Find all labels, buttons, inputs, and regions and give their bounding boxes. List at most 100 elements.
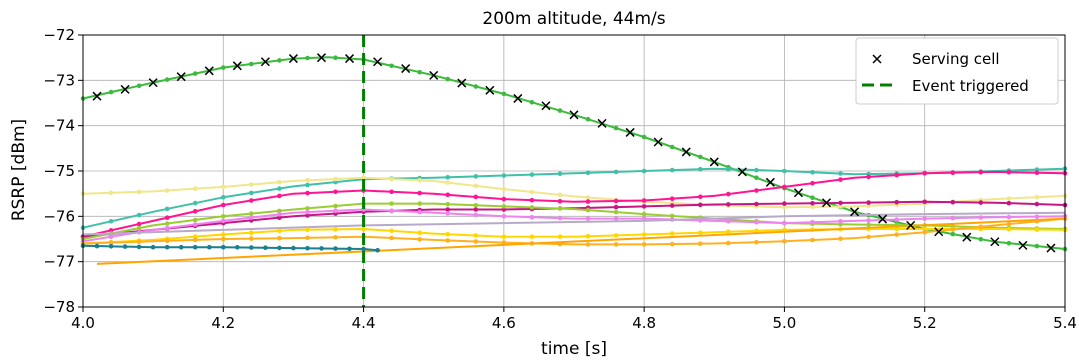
series-point — [192, 237, 198, 243]
series-point — [375, 248, 380, 253]
series-point — [501, 204, 507, 209]
series-point — [108, 234, 114, 239]
serving-cell-markers — [92, 53, 1056, 253]
serving-cell-marker — [934, 227, 944, 237]
series-point — [277, 179, 282, 185]
series-point — [810, 170, 815, 175]
series-point — [136, 189, 142, 195]
y-tick-label: −73 — [43, 71, 75, 89]
series-point — [894, 232, 899, 237]
series-point — [810, 195, 815, 200]
series-point — [473, 183, 479, 189]
series-point — [361, 246, 366, 252]
series-point — [641, 198, 647, 203]
serving-cell-marker — [541, 101, 551, 111]
series-12 — [80, 243, 380, 253]
series-point — [641, 168, 647, 174]
series-point — [1006, 226, 1012, 232]
series-point — [669, 167, 675, 173]
series-point — [473, 174, 479, 179]
series-point — [641, 204, 647, 209]
series-point — [501, 173, 507, 178]
x-tick-label: 4.0 — [71, 314, 95, 332]
serving-cell-marker — [850, 207, 860, 217]
y-tick-label: −77 — [43, 253, 75, 271]
series-point — [529, 100, 535, 105]
series-line — [82, 202, 1066, 240]
legend-label-serving-cell: Serving cell — [912, 50, 1000, 68]
serving-cell-marker — [569, 110, 579, 120]
series-point — [445, 238, 451, 243]
series-point — [978, 224, 984, 230]
series-point — [108, 240, 114, 245]
series-point — [305, 190, 310, 196]
series-point — [277, 208, 282, 214]
series-point — [838, 200, 843, 206]
series-point — [669, 213, 675, 219]
series-point — [305, 245, 310, 251]
series-point — [698, 202, 703, 208]
x-tick-label: 5.0 — [772, 314, 796, 332]
series-point — [838, 171, 843, 176]
series-point — [1034, 227, 1040, 232]
series-point — [726, 202, 731, 207]
series-point — [669, 241, 675, 247]
y-tick-label: −76 — [43, 207, 75, 225]
series-point — [249, 211, 254, 216]
series-point — [726, 229, 731, 234]
series-point — [136, 83, 142, 89]
series-point — [950, 199, 956, 205]
series-point — [557, 206, 563, 211]
series-point — [347, 246, 352, 252]
series-line — [82, 167, 1066, 229]
serving-cell-marker — [429, 70, 439, 80]
series-point — [108, 228, 114, 233]
series-point — [221, 218, 226, 224]
series-point — [164, 225, 170, 231]
series-point — [291, 245, 296, 251]
series-point — [473, 84, 479, 89]
series-point — [501, 234, 507, 239]
series-point — [641, 211, 647, 217]
series-point — [641, 242, 647, 247]
series-point — [108, 219, 114, 224]
series-point — [669, 144, 675, 150]
chart-title: 200m altitude, 44m/s — [482, 9, 665, 29]
series-point — [445, 180, 451, 185]
series-point — [501, 214, 507, 219]
series-point — [417, 201, 423, 206]
serving-cell-marker — [401, 64, 411, 74]
series-point — [978, 215, 984, 220]
series-point — [221, 236, 226, 242]
series-point — [866, 200, 871, 205]
series-point — [445, 192, 451, 198]
y-axis-label: RSRP [dBm] — [9, 119, 29, 221]
series-point — [221, 214, 226, 219]
series-point — [810, 204, 815, 210]
series-point — [501, 240, 507, 245]
series-point — [361, 226, 366, 232]
serving-cell-marker — [176, 72, 186, 82]
series-point — [557, 215, 563, 221]
series-point — [333, 176, 338, 182]
series-point — [473, 207, 479, 212]
series-point — [389, 189, 394, 195]
x-tick-label: 4.6 — [492, 314, 516, 332]
legend: Serving cell Event triggered — [855, 37, 1059, 105]
series-point — [207, 244, 212, 250]
serving-cell-marker — [513, 93, 523, 103]
series-point — [529, 197, 535, 203]
series-point — [108, 89, 114, 95]
series-3 — [80, 175, 1068, 210]
series-point — [473, 239, 479, 244]
series-line — [82, 228, 1066, 245]
series-point — [866, 222, 871, 227]
series-point — [866, 203, 871, 209]
serving-cell-marker — [878, 214, 888, 224]
series-point — [754, 201, 759, 207]
series-point — [838, 236, 843, 241]
serving-cell-marker — [1046, 243, 1056, 253]
series-point — [277, 215, 282, 220]
series-point — [305, 178, 310, 183]
serving-cell-marker — [1018, 240, 1028, 250]
